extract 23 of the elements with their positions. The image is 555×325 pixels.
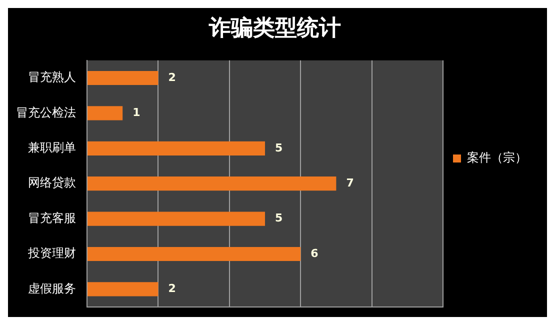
y-tick-label: 冒充客服 [28, 210, 76, 225]
chart-title: 诈骗类型统计 [208, 14, 341, 41]
data-label: 1 [132, 106, 140, 120]
y-tick-label: 冒充公检法 [16, 105, 76, 120]
data-label: 7 [346, 176, 354, 190]
bar [88, 70, 158, 86]
y-tick-label: 兼职刷单 [28, 140, 76, 155]
bar [88, 282, 158, 296]
bar [88, 212, 265, 226]
y-tick-label: 网络贷款 [28, 176, 76, 190]
y-tick-label: 冒充熟人 [28, 70, 76, 84]
data-label: 2 [168, 70, 176, 84]
legend-label: 案件（宗） [467, 150, 527, 165]
bar [88, 246, 301, 262]
bar [88, 106, 123, 120]
y-tick-label: 投资理财 [27, 246, 76, 260]
data-label: 5 [275, 212, 283, 225]
y-tick-label: 虚假服务 [28, 281, 76, 296]
data-label: 2 [168, 282, 176, 296]
data-label: 6 [310, 246, 319, 260]
bar [88, 141, 265, 156]
bar [88, 176, 336, 191]
data-label: 5 [275, 141, 283, 154]
